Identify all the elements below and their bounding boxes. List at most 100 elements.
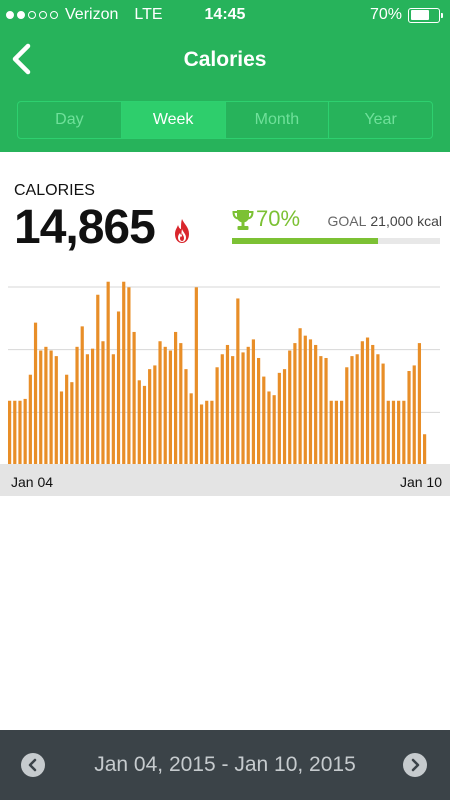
signal-icon — [6, 11, 58, 19]
battery-icon — [408, 7, 443, 23]
chart-bar — [350, 356, 354, 464]
page-title: Calories — [183, 48, 267, 71]
chart-bar — [293, 343, 297, 464]
chevron-left-icon — [12, 43, 31, 75]
chart-bar — [308, 339, 313, 464]
chart-bar — [329, 400, 333, 464]
chart-bar — [267, 391, 271, 464]
period-tabs-bar: Day Week Month Year — [0, 90, 450, 152]
chart-bar — [70, 382, 74, 464]
chart-bar — [49, 350, 53, 464]
network-type: LTE — [134, 6, 163, 23]
chart-bar — [360, 341, 364, 464]
chart-bar — [282, 369, 287, 464]
chart-bar — [205, 400, 209, 464]
chart-bar — [381, 363, 385, 464]
chart-bar — [376, 354, 380, 464]
previous-range-button[interactable] — [21, 753, 45, 777]
chart-bar — [184, 369, 188, 464]
chart-bar — [168, 350, 173, 464]
nav-bar: Calories — [0, 30, 450, 90]
chart-bar — [59, 391, 64, 464]
chart-bar — [298, 328, 302, 464]
chart-bar — [355, 354, 359, 464]
chart-bar — [215, 367, 219, 464]
goal-progress-fill — [232, 238, 378, 244]
tab-year[interactable]: Year — [364, 111, 397, 128]
chart-bar — [65, 374, 69, 464]
calories-bar-chart — [8, 281, 440, 464]
back-button[interactable] — [8, 40, 38, 78]
chevron-left-circle-icon — [28, 758, 37, 772]
chart-bar — [111, 354, 115, 464]
carrier-name: Verizon — [65, 6, 119, 23]
chart-bar — [412, 365, 416, 464]
next-range-button[interactable] — [403, 753, 427, 777]
goal-label: GOAL — [327, 213, 367, 229]
tab-day[interactable]: Day — [18, 102, 122, 138]
tab-week[interactable]: Week — [121, 102, 226, 138]
date-range-footer: Jan 04, 2015 - Jan 10, 2015 — [0, 730, 450, 800]
chart-bar — [210, 400, 214, 464]
chart-bar — [225, 344, 230, 464]
chart-bar — [319, 356, 323, 464]
chart-bar — [127, 287, 131, 464]
status-bar: Verizon LTE 14:45 70% — [0, 0, 450, 30]
chart-bar — [236, 298, 240, 464]
period-tabs: Day Week Month Year — [17, 101, 433, 139]
flame-icon — [175, 219, 189, 243]
chart-bar — [80, 326, 84, 464]
chart-bar — [153, 365, 157, 464]
chart-bar — [365, 337, 370, 464]
chart-bar — [91, 348, 95, 464]
chart-bar — [179, 343, 183, 464]
chart-bar — [324, 357, 328, 464]
status-left: Verizon LTE — [6, 6, 163, 24]
chart-bar — [231, 356, 235, 464]
chevron-right-circle-icon — [411, 758, 420, 772]
x-axis-end-label: Jan 10 — [399, 474, 442, 490]
chart-bar — [277, 372, 281, 464]
chart-bar — [334, 400, 339, 464]
battery-fill — [410, 10, 430, 20]
chart-bar — [163, 346, 167, 464]
chart-bar — [417, 343, 422, 464]
chart-bar — [423, 434, 427, 464]
chart-bar — [407, 371, 411, 464]
chart-bar — [85, 354, 90, 464]
chart-bar — [75, 346, 79, 464]
chart-bar — [288, 350, 292, 464]
chart-bar — [158, 341, 162, 464]
x-axis-start-label: Jan 04 — [11, 474, 54, 490]
chart-bar — [106, 281, 110, 464]
chart-bar — [137, 380, 141, 464]
chart-bar — [345, 367, 349, 464]
chart-bar — [28, 374, 32, 464]
chart-bar — [220, 354, 224, 464]
chart-bar — [257, 357, 261, 464]
chart-bar — [54, 356, 58, 464]
chart-bar — [402, 400, 406, 464]
x-axis-bar: Jan 04 Jan 10 — [0, 464, 450, 496]
tab-month[interactable]: Month — [226, 102, 330, 138]
chart-bar — [262, 376, 266, 464]
date-range-label: Jan 04, 2015 - Jan 10, 2015 — [94, 753, 356, 776]
chart-bar — [101, 341, 105, 464]
chart-bar — [246, 346, 250, 464]
chart-bar — [314, 344, 318, 464]
chart-bar — [148, 369, 152, 464]
calories-total: 14,865 — [14, 201, 156, 254]
chart-bar — [272, 395, 276, 464]
status-time: 14:45 — [204, 6, 246, 23]
chart-bar — [33, 322, 38, 464]
trophy-icon — [232, 210, 254, 230]
chart-bar — [8, 400, 12, 464]
goal-progress-bar — [232, 238, 440, 244]
chart-bar — [194, 287, 198, 464]
chart-bar — [116, 311, 121, 464]
chart-bar — [241, 352, 245, 464]
chart-bar — [391, 400, 396, 464]
chart-bar — [397, 400, 401, 464]
chart-bar — [189, 393, 193, 464]
chart-bar — [39, 350, 43, 464]
